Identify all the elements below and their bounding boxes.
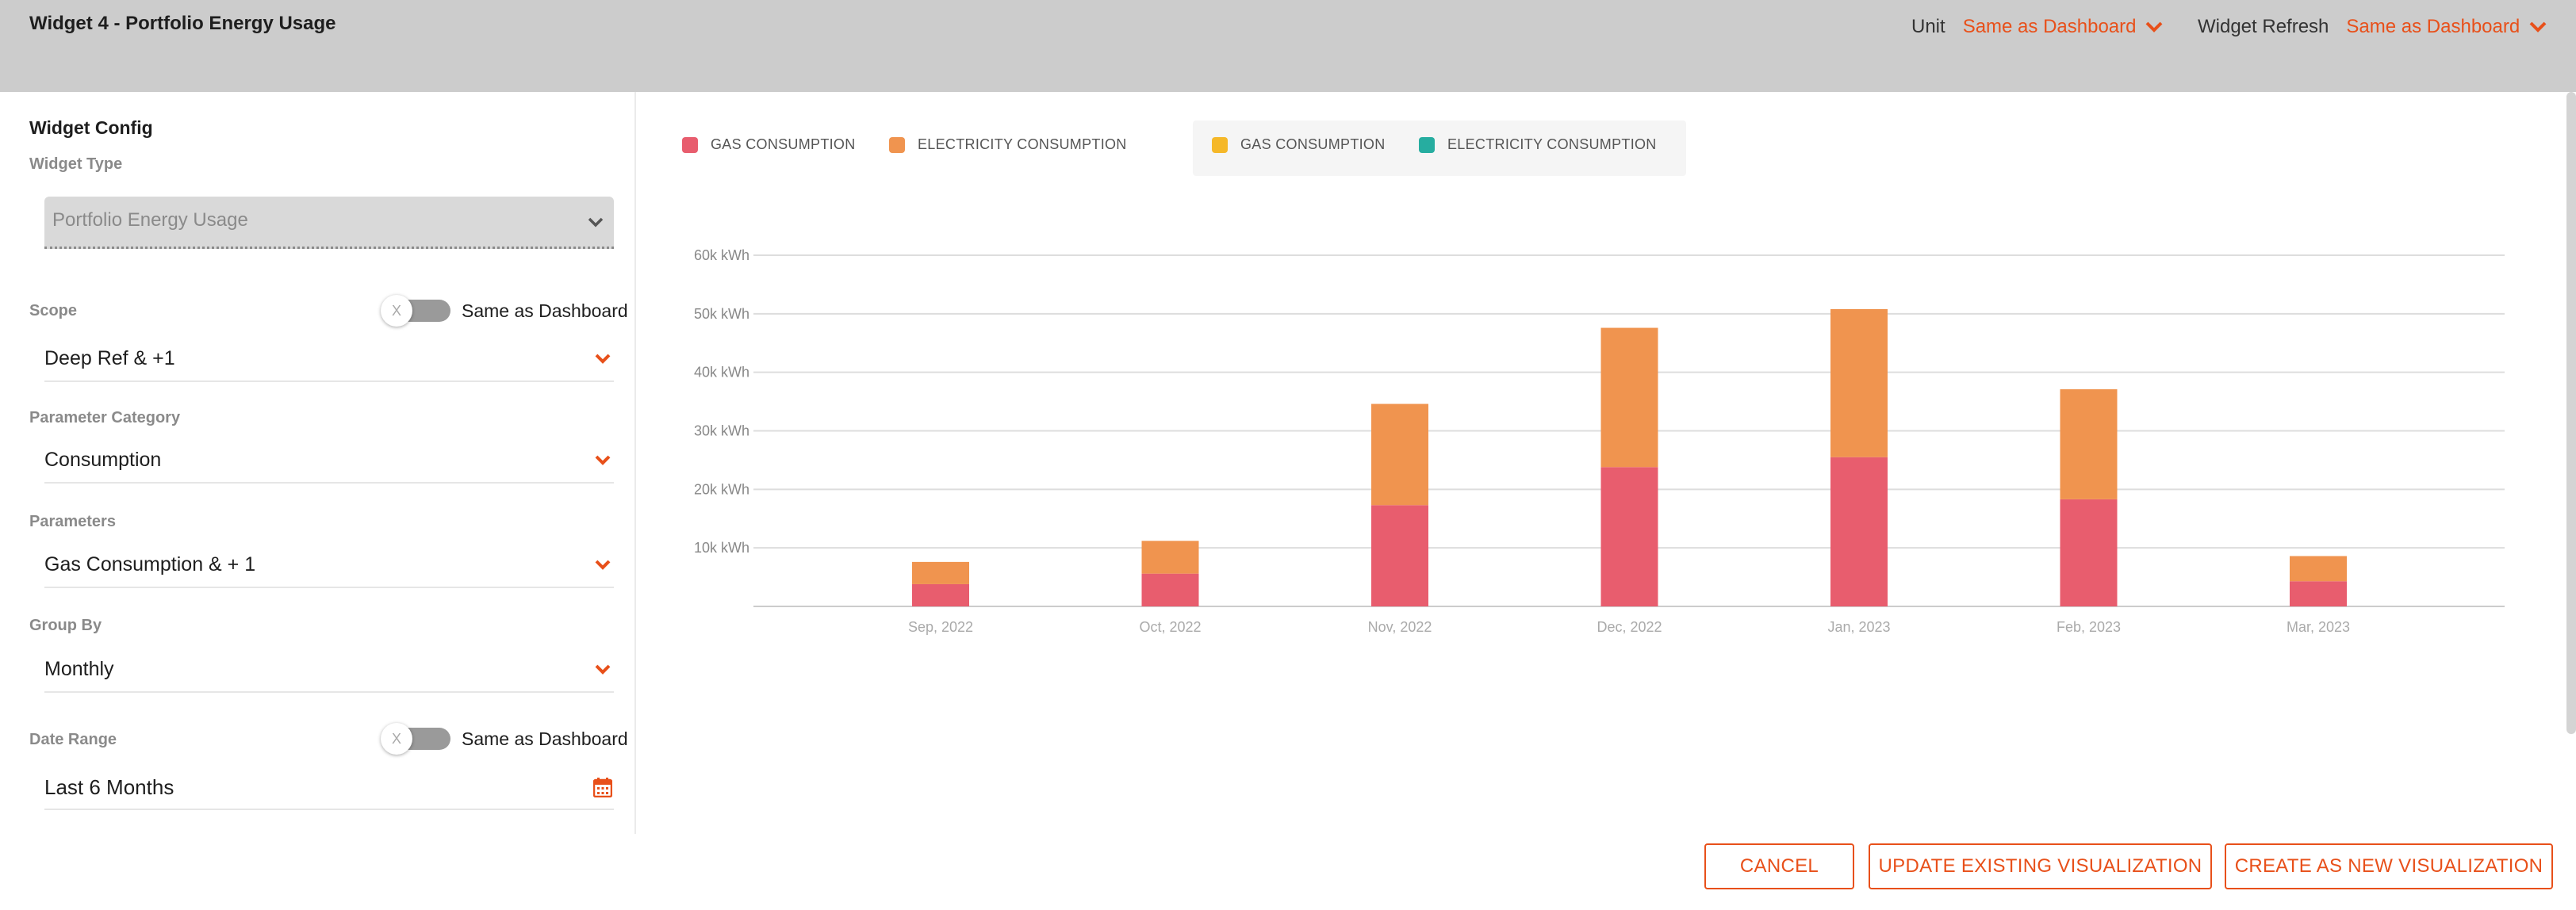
parameters-value: Gas Consumption & + 1 (44, 553, 256, 575)
y-tick-label: 30k kWh (694, 423, 749, 439)
chevron-down-icon (588, 217, 604, 228)
vertical-scrollbar[interactable] (2566, 92, 2576, 734)
create-new-visualization-button[interactable]: CREATE AS NEW VISUALIZATION (2225, 843, 2553, 889)
bar-electricity[interactable] (2060, 389, 2118, 499)
legend-item-electricity-secondary[interactable]: ELECTRICITY CONSUMPTION (1419, 136, 1657, 153)
legend-swatch (1419, 136, 1435, 153)
x-tick-label: Oct, 2022 (1139, 619, 1201, 635)
legend-swatch (1212, 136, 1228, 153)
legend-swatch (682, 136, 698, 153)
toggle-knob: X (381, 723, 412, 755)
parameter-category-select[interactable]: Consumption (44, 449, 614, 484)
bar-electricity[interactable] (1600, 327, 1658, 468)
legend-label: GAS CONSUMPTION (1240, 136, 1386, 152)
update-existing-visualization-button[interactable]: UPDATE EXISTING VISUALIZATION (1869, 843, 2212, 889)
widget-refresh-value[interactable]: Same as Dashboard (2346, 16, 2520, 37)
widget-type-label: Widget Type (29, 155, 123, 173)
chevron-down-icon (595, 664, 611, 675)
calendar-icon[interactable] (593, 777, 612, 797)
bar-electricity[interactable] (2290, 556, 2347, 582)
widget-header: Widget 4 - Portfolio Energy Usage Unit S… (0, 0, 2576, 92)
chevron-down-icon[interactable] (2529, 21, 2547, 33)
legend-label: GAS CONSUMPTION (711, 136, 856, 152)
unit-selector[interactable]: Unit Same as Dashboard (1911, 16, 2163, 38)
group-by-label: Group By (29, 617, 102, 634)
x-tick-label: Dec, 2022 (1597, 619, 1662, 635)
bar-gas[interactable] (1371, 505, 1428, 606)
bar-gas[interactable] (1141, 573, 1199, 606)
x-tick-label: Jan, 2023 (1827, 619, 1890, 635)
widget-type-select[interactable]: Portfolio Energy Usage (44, 197, 614, 249)
y-tick-label: 60k kWh (694, 247, 749, 263)
legend-item-gas[interactable]: GAS CONSUMPTION (682, 136, 856, 153)
widget-config-title: Widget Config (29, 117, 153, 138)
y-tick-label: 10k kWh (694, 540, 749, 556)
bar-electricity[interactable] (1371, 403, 1428, 506)
group-by-value: Monthly (44, 658, 114, 680)
widget-refresh-label: Widget Refresh (2198, 16, 2329, 37)
chevron-down-icon (595, 354, 611, 364)
x-tick-label: Nov, 2022 (1368, 619, 1432, 635)
date-range-label: Date Range (29, 731, 117, 748)
y-tick-label: 20k kWh (694, 481, 749, 497)
date-range-picker[interactable]: Last 6 Months (44, 775, 614, 810)
chevron-down-icon (595, 560, 611, 570)
legend-label: ELECTRICITY CONSUMPTION (918, 136, 1127, 152)
bar-gas[interactable] (2060, 499, 2118, 606)
y-tick-label: 50k kWh (694, 306, 749, 322)
widget-refresh-selector[interactable]: Widget Refresh Same as Dashboard (2198, 16, 2547, 38)
date-range-value: Last 6 Months (44, 775, 174, 799)
group-by-select[interactable]: Monthly (44, 658, 614, 693)
scope-label: Scope (29, 302, 78, 319)
scope-value: Deep Ref & +1 (44, 347, 175, 369)
secondary-legend-panel (1193, 120, 1686, 176)
parameter-category-label: Parameter Category (29, 409, 181, 426)
widget-config-panel: Widget Config Widget Type Portfolio Ener… (0, 92, 636, 834)
bar-gas[interactable] (912, 583, 969, 606)
legend-item-gas-secondary[interactable]: GAS CONSUMPTION (1212, 136, 1386, 153)
date-range-toggle-label: Same as Dashboard (462, 728, 628, 749)
scope-toggle-group: X Same as Dashboard (381, 295, 628, 327)
date-range-toggle[interactable]: X (381, 723, 452, 755)
widget-type-value: Portfolio Energy Usage (52, 209, 248, 231)
toggle-knob: X (381, 295, 412, 327)
legend-swatch (889, 136, 905, 153)
bar-gas[interactable] (1830, 457, 1888, 606)
x-tick-label: Feb, 2023 (2057, 619, 2121, 635)
date-range-toggle-group: X Same as Dashboard (381, 723, 628, 755)
bar-electricity[interactable] (1830, 308, 1888, 457)
parameters-select[interactable]: Gas Consumption & + 1 (44, 553, 614, 588)
cancel-button[interactable]: CANCEL (1704, 843, 1854, 889)
parameter-category-value: Consumption (44, 449, 162, 471)
bar-electricity[interactable] (912, 561, 969, 584)
chevron-down-icon[interactable] (2145, 21, 2163, 33)
scope-select[interactable]: Deep Ref & +1 (44, 347, 614, 382)
unit-value[interactable]: Same as Dashboard (1962, 16, 2137, 37)
x-tick-label: Mar, 2023 (2287, 619, 2350, 635)
bar-electricity[interactable] (1141, 541, 1199, 574)
widget-title: Widget 4 - Portfolio Energy Usage (29, 13, 336, 34)
bar-gas[interactable] (2290, 581, 2347, 606)
legend-label: ELECTRICITY CONSUMPTION (1447, 136, 1657, 152)
energy-usage-chart: 10k kWh 20k kWh 30k kWh 40k kWh 50k kWh 60k k… (694, 247, 2505, 635)
unit-label: Unit (1911, 16, 1945, 37)
y-tick-label: 40k kWh (694, 365, 749, 380)
scope-toggle-label: Same as Dashboard (462, 300, 628, 321)
scope-toggle[interactable]: X (381, 295, 452, 327)
x-tick-label: Sep, 2022 (908, 619, 973, 635)
chevron-down-icon (595, 455, 611, 465)
legend-item-electricity[interactable]: ELECTRICITY CONSUMPTION (889, 136, 1127, 153)
parameters-label: Parameters (29, 513, 116, 530)
bar-gas[interactable] (1600, 467, 1658, 606)
